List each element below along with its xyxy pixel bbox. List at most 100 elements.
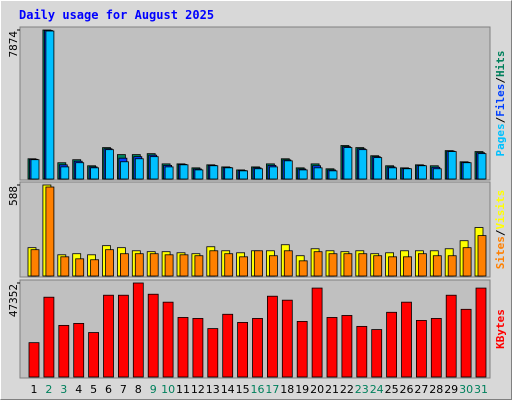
bar — [134, 253, 144, 277]
bar — [268, 166, 278, 180]
x-tick-label: 29 — [444, 383, 458, 396]
chart-title: Daily usage for August 2025 — [19, 8, 214, 22]
x-tick-label: 28 — [429, 383, 443, 396]
bar — [103, 294, 114, 378]
bar — [239, 170, 249, 180]
bar — [194, 255, 204, 277]
bar — [164, 254, 174, 277]
bar — [447, 151, 457, 180]
bar — [266, 295, 278, 378]
legend-entry: KBytes — [494, 309, 507, 349]
bar — [298, 260, 308, 277]
bar — [386, 311, 398, 378]
bar — [207, 328, 219, 378]
x-tick-label: 25 — [385, 383, 399, 396]
bar — [28, 342, 40, 378]
x-tick-label: 26 — [400, 383, 414, 396]
x-tick-label: 17 — [265, 383, 279, 396]
legend-entry: Hits — [494, 51, 507, 78]
x-tick-label: 11 — [176, 383, 190, 396]
x-tick-label: 12 — [191, 383, 205, 396]
plot-area — [19, 26, 491, 181]
bar — [147, 293, 159, 378]
x-tick-label: 21 — [325, 383, 339, 396]
bar — [403, 168, 412, 180]
bar — [45, 30, 55, 180]
x-tick-label: 18 — [280, 383, 294, 396]
bar — [283, 250, 293, 277]
bar — [358, 253, 368, 277]
bar — [313, 167, 323, 180]
bar — [460, 308, 472, 378]
x-tick-label: 24 — [370, 383, 384, 396]
bar — [45, 186, 55, 277]
x-tick-label: 14 — [221, 383, 235, 396]
bar — [177, 317, 189, 378]
bar — [194, 169, 204, 180]
legend-separator: / — [494, 229, 507, 236]
bar — [462, 162, 472, 180]
x-tick-label: 23 — [355, 383, 369, 396]
bar — [296, 321, 308, 378]
bar — [373, 157, 383, 180]
bar — [105, 249, 114, 277]
x-tick-label: 31 — [474, 383, 488, 396]
bar — [237, 322, 249, 378]
bar — [90, 259, 99, 277]
legend: KBytes — [494, 309, 507, 349]
bar — [326, 317, 338, 378]
bar — [430, 318, 442, 378]
bar — [415, 320, 427, 378]
bar — [222, 313, 234, 378]
bar — [254, 168, 263, 180]
x-tick-label: 22 — [340, 383, 354, 396]
bar — [373, 255, 383, 277]
bar — [462, 247, 472, 277]
bar — [343, 147, 353, 180]
bar — [417, 165, 427, 180]
bar — [417, 253, 427, 277]
bar — [75, 162, 85, 180]
x-tick-label: 19 — [295, 383, 309, 396]
bar — [298, 169, 308, 180]
x-tick-label: 27 — [414, 383, 428, 396]
bar — [328, 170, 338, 180]
y-tick-label: 47352 — [7, 284, 20, 317]
x-tick-label: 15 — [236, 383, 250, 396]
bar — [90, 167, 99, 180]
bar — [388, 167, 398, 180]
bar — [162, 301, 174, 378]
bar — [477, 153, 487, 180]
bar — [60, 166, 70, 180]
bar — [105, 149, 114, 180]
bar — [281, 299, 293, 378]
bar — [120, 161, 129, 180]
bar — [283, 160, 293, 180]
bar — [149, 253, 159, 277]
legend-entry: Files — [494, 84, 507, 117]
bar — [209, 165, 219, 180]
x-tick-label: 20 — [310, 383, 324, 396]
bar — [445, 294, 457, 378]
bar — [192, 318, 204, 378]
bar — [239, 256, 249, 277]
x-tick-label: 13 — [206, 383, 220, 396]
x-tick-label: 5 — [90, 383, 97, 396]
legend-entry: Pages — [494, 123, 507, 156]
legend-separator: / — [494, 77, 507, 84]
bar — [209, 250, 219, 277]
bar — [179, 164, 189, 180]
bar — [58, 324, 70, 378]
bar — [120, 253, 129, 277]
legend-entry: Visits — [494, 190, 507, 230]
x-tick-label: 8 — [135, 383, 142, 396]
bar — [356, 325, 368, 378]
legend: Pages/Files/Hits — [494, 51, 507, 157]
bar — [30, 249, 40, 277]
bar — [149, 156, 159, 180]
legend-entry: Sites — [494, 236, 507, 269]
bar — [252, 318, 263, 378]
bar — [432, 255, 442, 277]
